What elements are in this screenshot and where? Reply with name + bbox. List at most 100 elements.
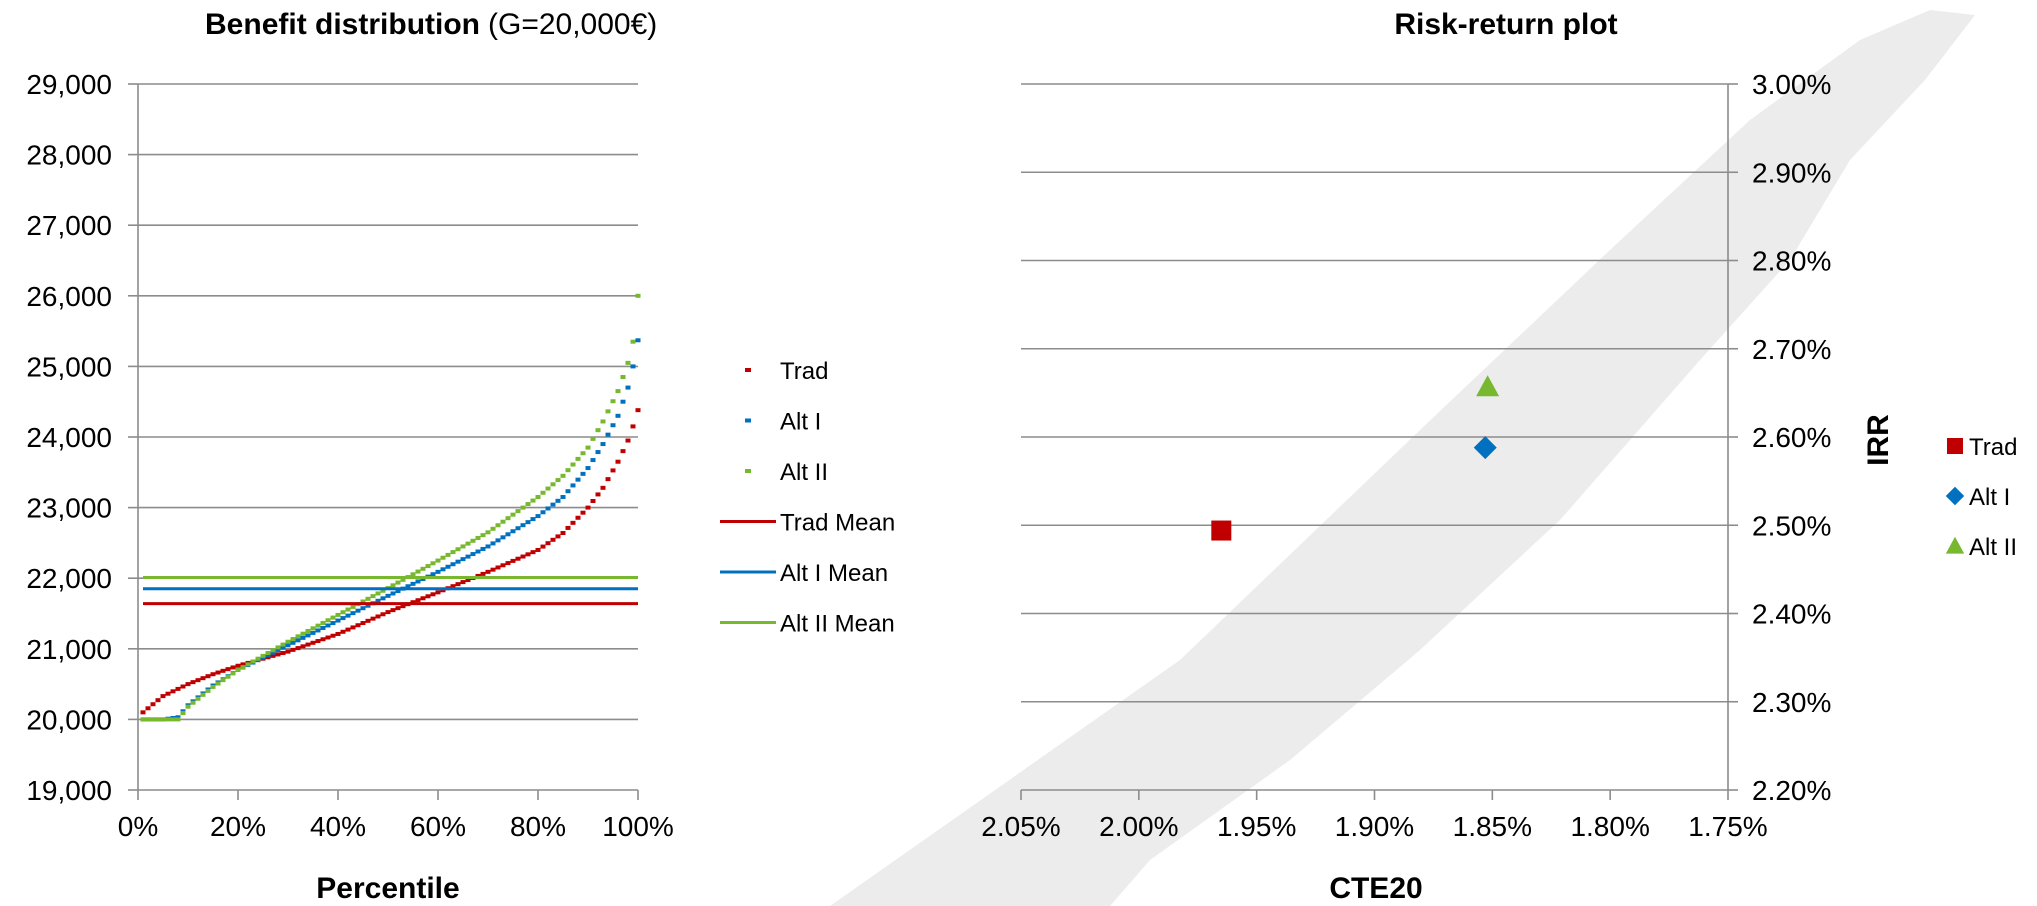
y-tick-label: 23,000 <box>26 493 112 524</box>
data-point <box>555 534 561 539</box>
data-point <box>365 603 371 608</box>
data-point <box>525 552 531 557</box>
data-point <box>295 646 301 651</box>
data-point <box>620 374 626 379</box>
data-point <box>450 550 456 555</box>
data-point <box>540 510 546 515</box>
data-point <box>630 364 636 369</box>
data-point <box>165 717 171 722</box>
data-point <box>475 549 481 554</box>
data-point <box>520 505 526 510</box>
data-point <box>600 442 606 447</box>
data-point <box>200 676 206 681</box>
data-point <box>270 648 276 653</box>
data-point <box>515 556 521 561</box>
y-tick-label: 20,000 <box>26 704 112 735</box>
data-point <box>275 648 281 653</box>
x-tick-label: 2.00% <box>1099 811 1178 842</box>
chart-2-x-tick-labels: 2.05% 2.00% 1.95% 1.90% 1.85% 1.80% 1.75% <box>981 811 1767 842</box>
data-point <box>295 638 301 643</box>
legend-item: Alt II <box>745 459 828 486</box>
data-point <box>575 456 581 461</box>
x-tick-label: 0% <box>118 811 158 842</box>
legend-item: Trad <box>745 358 828 385</box>
data-point <box>610 399 616 404</box>
y-tick-label: 19,000 <box>26 775 112 806</box>
series-alt-i <box>1473 436 1497 460</box>
data-point <box>285 639 291 644</box>
legend-swatch <box>745 469 751 473</box>
data-point <box>330 633 336 638</box>
data-point <box>500 535 506 540</box>
data-point <box>395 606 401 611</box>
data-point <box>505 532 511 537</box>
data-point <box>515 509 521 514</box>
data-point <box>365 618 371 623</box>
chart-2-y-axis-label: IRR <box>1862 414 1895 466</box>
data-point <box>465 554 471 559</box>
data-point <box>145 706 151 711</box>
data-point <box>380 588 386 593</box>
data-point <box>365 596 371 601</box>
data-point <box>620 399 626 404</box>
data-point <box>330 615 336 620</box>
data-point <box>325 623 331 628</box>
data-point <box>510 558 516 563</box>
data-point <box>530 550 536 555</box>
data-point <box>545 541 551 546</box>
data-point <box>530 517 536 522</box>
data-point <box>485 569 491 574</box>
risk-return-chart: Risk-return plot 2.20% 2.30% 2.40% 2.50% 2.6… <box>981 8 2017 905</box>
data-point <box>435 569 441 574</box>
data-point <box>155 698 161 703</box>
legend-label: Trad <box>1969 434 2017 461</box>
data-point-square <box>1947 438 1963 454</box>
data-point <box>615 413 621 418</box>
chart-2-title: Risk-return plot <box>1394 8 1617 41</box>
data-point <box>600 485 606 490</box>
data-point <box>295 634 301 639</box>
data-point <box>265 651 271 656</box>
data-point <box>270 650 276 655</box>
chart-2-y-tick-labels: 2.20% 2.30% 2.40% 2.50% 2.60% 2.70% 2.80% 2.90%… <box>1752 69 1831 806</box>
data-point <box>620 449 626 454</box>
data-point <box>590 458 596 463</box>
data-point <box>470 552 476 557</box>
data-point <box>165 691 171 696</box>
data-point <box>145 717 151 722</box>
data-point <box>505 561 511 566</box>
data-point <box>510 529 516 534</box>
data-point <box>350 611 356 616</box>
data-point <box>540 544 546 549</box>
data-point <box>520 523 526 528</box>
data-point <box>150 702 156 707</box>
data-point <box>560 473 566 478</box>
y-tick-label: 2.40% <box>1752 599 1831 630</box>
data-point <box>195 696 201 701</box>
data-point <box>570 483 576 488</box>
data-point <box>215 670 221 675</box>
data-point <box>625 360 631 365</box>
data-point <box>225 674 231 679</box>
chart-2-legend: Trad Alt I Alt II <box>1945 434 2017 561</box>
data-point <box>410 581 416 586</box>
data-point <box>325 618 331 623</box>
data-point <box>490 567 496 572</box>
y-tick-label: 3.00% <box>1752 69 1831 100</box>
data-point <box>315 623 321 628</box>
data-point <box>475 535 481 540</box>
data-point <box>270 653 276 658</box>
data-point <box>530 498 536 503</box>
data-point <box>215 681 221 686</box>
data-point <box>450 562 456 567</box>
data-point <box>265 653 271 658</box>
data-point <box>285 643 291 648</box>
data-point <box>280 651 286 656</box>
x-tick-label: 1.95% <box>1217 811 1296 842</box>
y-tick-label: 27,000 <box>26 210 112 241</box>
data-point <box>415 598 421 603</box>
chart-2-series <box>1211 375 1500 541</box>
data-point <box>460 557 466 562</box>
x-tick-label: 1.80% <box>1570 811 1649 842</box>
data-point <box>495 565 501 570</box>
